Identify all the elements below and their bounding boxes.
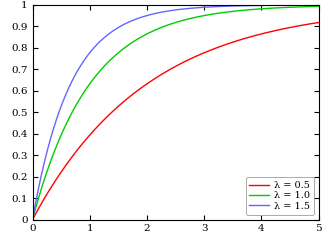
Legend: λ = 0.5, λ = 1.0, λ = 1.5: λ = 0.5, λ = 1.0, λ = 1.5	[246, 177, 314, 215]
λ = 1.0	[162, 25, 166, 28]
λ = 1.5	[256, 4, 260, 7]
Line: λ = 1.5: λ = 1.5	[32, 5, 318, 220]
λ = 1.5	[162, 10, 166, 13]
λ = 0.5	[45, 193, 49, 195]
λ = 0.5	[308, 22, 312, 25]
λ = 1.0	[45, 170, 49, 173]
Line: λ = 1.0: λ = 1.0	[32, 6, 318, 220]
Line: λ = 0.5: λ = 0.5	[32, 22, 318, 220]
λ = 0.5	[308, 22, 312, 25]
λ = 1.0	[308, 5, 312, 8]
λ = 1.0	[256, 8, 260, 10]
λ = 1.5	[170, 9, 174, 12]
λ = 1.5	[317, 3, 320, 6]
λ = 1.0	[308, 5, 312, 8]
λ = 1.5	[308, 4, 312, 7]
λ = 0.5	[170, 67, 174, 70]
λ = 1.0	[317, 5, 320, 8]
λ = 0.5	[317, 21, 320, 24]
λ = 0.5	[162, 71, 166, 74]
λ = 0.5	[31, 218, 34, 221]
λ = 1.5	[31, 218, 34, 221]
λ = 0.5	[256, 33, 260, 36]
λ = 1.5	[45, 150, 49, 153]
λ = 1.5	[308, 4, 312, 7]
λ = 1.0	[170, 22, 174, 25]
λ = 1.0	[31, 218, 34, 221]
